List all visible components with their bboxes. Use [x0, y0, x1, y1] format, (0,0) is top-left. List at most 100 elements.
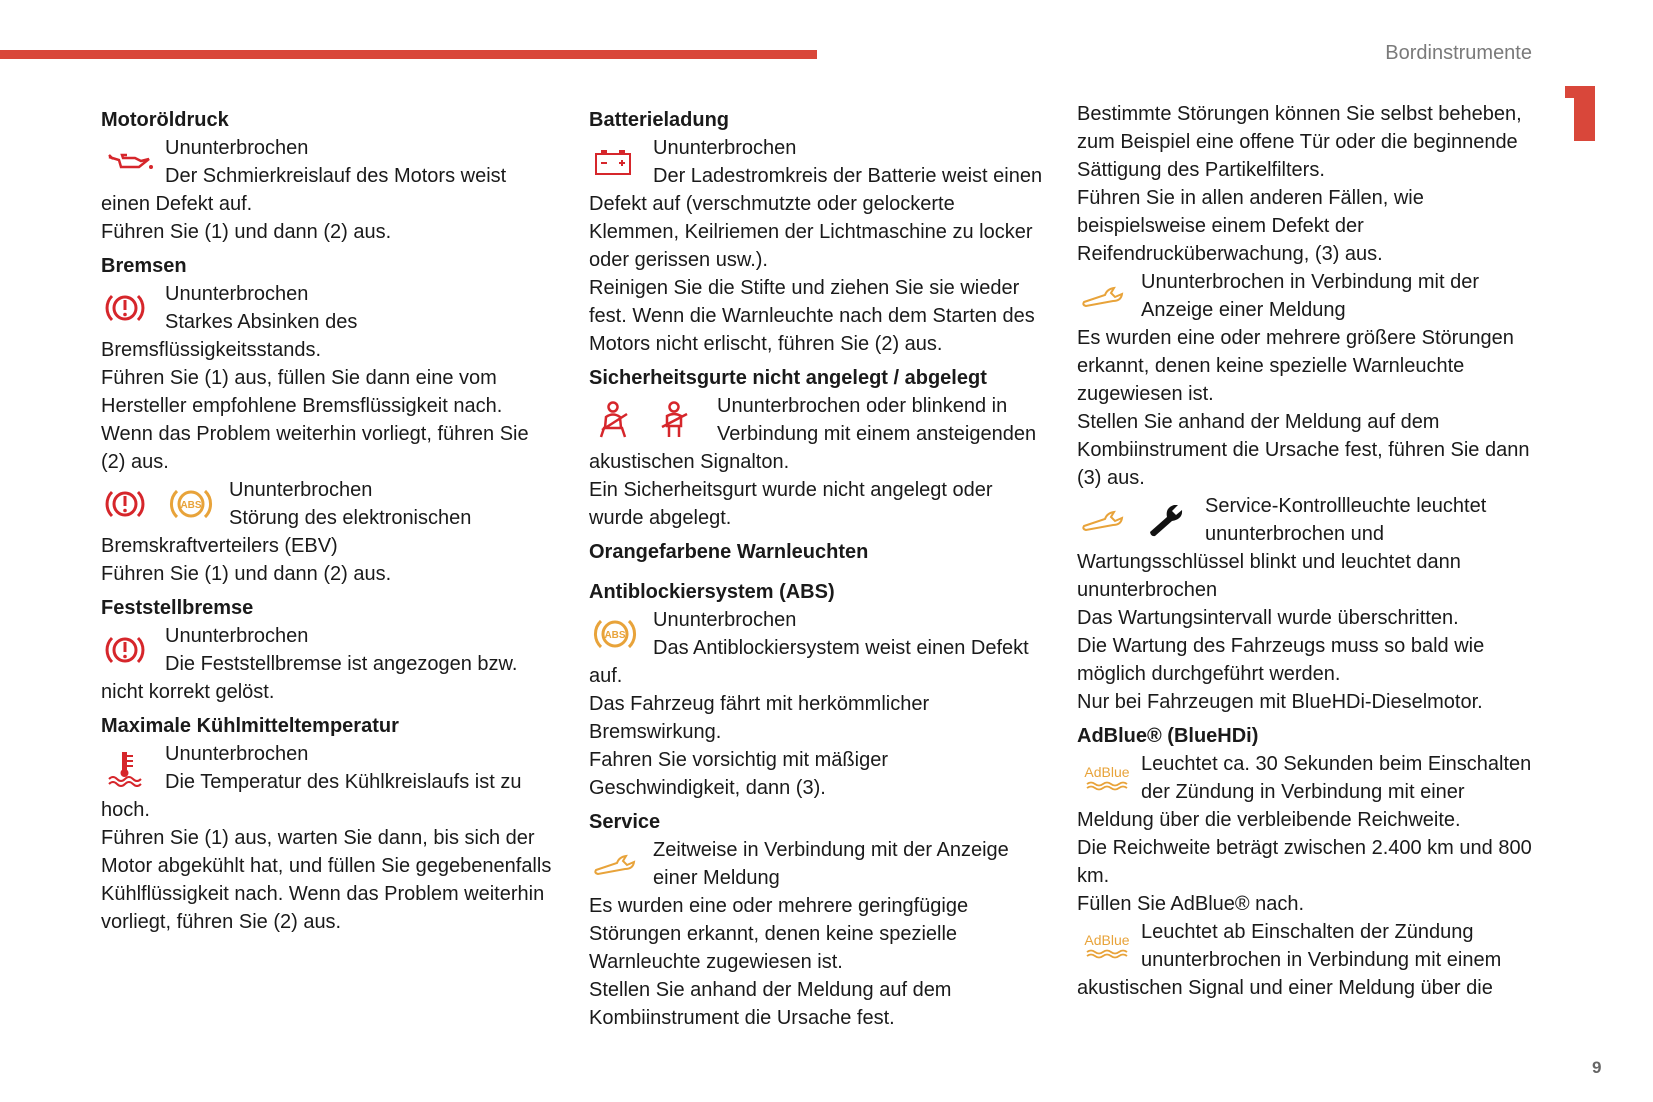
paragraph: Führen Sie in allen anderen Fällen, wie …: [1077, 187, 1424, 265]
entry-text: Das Antiblockiersystem weist einen Defek…: [589, 637, 1029, 687]
entry-text: Fahren Sie vorsichtig mit mäßiger Geschw…: [589, 749, 888, 799]
entry-text: Die Wartung des Fahrzeugs muss so bald w…: [1077, 635, 1485, 685]
entry-text: Ununterbrochen: [165, 283, 309, 305]
column-3: Bestimmte Störungen können Sie selbst be…: [1077, 100, 1532, 1002]
warning-light-icons: [1077, 268, 1141, 324]
entry-text: Führen Sie (1) aus, warten Sie dann, bis…: [101, 827, 552, 933]
entry-text: Reinigen Sie die Stifte und ziehen Sie s…: [589, 277, 1035, 355]
entry-text: Ununterbrochen: [165, 625, 309, 647]
warning-light-icons: [101, 622, 165, 678]
entry-text: Zeitweise in Verbindung mit der Anzeige …: [653, 839, 1009, 889]
entry-text: Ununterbrochen: [653, 609, 797, 631]
entry-text: Das Fahrzeug fährt mit herkömmlicher Bre…: [589, 693, 930, 743]
svg-text:ABS: ABS: [180, 500, 201, 511]
warning-light-icons: [589, 134, 653, 190]
warning-heading: AdBlue® (BlueHDi): [1077, 725, 1259, 747]
warning-light-entry: AdBlue Leuchtet ab Einschalten der Zündun…: [1077, 918, 1532, 1002]
warning-light-icons: [101, 280, 165, 336]
entry-text: Stellen Sie anhand der Meldung auf dem K…: [1077, 411, 1530, 489]
coolant-temperature-icon: [101, 748, 165, 788]
warning-light-entry: ABS Ununterbrochen Störung des elektronisc…: [101, 476, 556, 588]
maintenance-wrench-icon: [1141, 500, 1205, 540]
warning-light-entry: Ununterbrochen Die Feststellbremse ist an…: [101, 622, 556, 706]
chapter-color-bar: [0, 50, 817, 59]
column-2: Batterieladung Ununterbrochen Der Ladestro…: [589, 100, 1044, 1032]
warning-light-icons: AdBlue: [1077, 750, 1141, 806]
warning-light-entry: Ununterbrochen in Verbindung mit der Anz…: [1077, 268, 1532, 492]
warning-heading: Sicherheitsgurte nicht angelegt / abgele…: [589, 367, 987, 389]
section-title: Bordinstrumente: [1385, 42, 1532, 64]
entry-text: Die Temperatur des Kühlkreislaufs ist zu…: [101, 771, 522, 821]
adblue-icon: AdBlue: [1077, 758, 1141, 798]
warning-heading: Service: [589, 811, 661, 833]
abs-icon: ABS: [165, 484, 229, 524]
warning-light-entry: Ununterbrochen Die Temperatur des Kühlkre…: [101, 740, 556, 936]
brake-warning-icon: [101, 630, 165, 670]
svg-text:AdBlue: AdBlue: [1084, 932, 1129, 948]
entry-text: Leuchtet ab Einschalten der Zündung unun…: [1077, 921, 1502, 999]
paragraph: Bestimmte Störungen können Sie selbst be…: [1077, 103, 1522, 181]
battery-icon: [589, 142, 653, 182]
chapter-number-marker: [1565, 86, 1595, 141]
entry-text: Führen Sie (1) und dann (2) aus.: [101, 563, 392, 585]
section-heading: Orangefarbene Warnleuchten: [589, 541, 869, 563]
entry-text: Ein Sicherheitsgurt wurde nicht angelegt…: [589, 479, 993, 529]
entry-text: Das Wartungsintervall wurde überschritte…: [1077, 607, 1459, 629]
warning-light-entry: Ununterbrochen oder blinkend in Verbindu…: [589, 392, 1044, 532]
entry-text: Der Ladestromkreis der Batterie weist ei…: [589, 165, 1043, 271]
warning-light-icons: [101, 740, 165, 796]
entry-text: Nur bei Fahrzeugen mit BlueHDi-Dieselmot…: [1077, 691, 1483, 713]
entry-text: Wenn das Problem weiterhin vorliegt, füh…: [101, 423, 529, 473]
warning-light-entry: Ununterbrochen Der Ladestromkreis der Bat…: [589, 134, 1044, 358]
warning-light-entry: Ununterbrochen Starkes Absinken des Brems…: [101, 280, 556, 476]
brake-warning-icon: [101, 484, 165, 524]
warning-heading: Bremsen: [101, 255, 187, 277]
warning-heading: Batterieladung: [589, 109, 730, 131]
entry-text: Ununterbrochen oder blinkend in Verbindu…: [589, 395, 1037, 473]
entry-text: Ununterbrochen: [165, 743, 309, 765]
oil-pressure-icon: [101, 142, 165, 182]
column-1: Motoröldruck Ununterbrochen Der Schmierkre…: [101, 100, 556, 936]
service-wrench-outline-icon: [589, 844, 653, 884]
entry-text: Störung des elektronischen Bremskraftver…: [101, 507, 472, 557]
entry-text: Ununterbrochen: [653, 137, 797, 159]
entry-text: Ununterbrochen: [165, 137, 309, 159]
warning-light-icons: ABS: [101, 476, 229, 532]
entry-text: Es wurden eine oder mehrere geringfügige…: [589, 895, 969, 973]
adblue-icon: AdBlue: [1077, 926, 1141, 966]
warning-heading: Motoröldruck: [101, 109, 229, 131]
warning-light-icons: [101, 134, 165, 190]
entry-text: Die Reichweite beträgt zwischen 2.400 km…: [1077, 837, 1532, 887]
warning-light-entry: ABS Ununterbrochen Das Antiblockiersystem …: [589, 606, 1044, 802]
page-number: 9: [1592, 1058, 1602, 1077]
warning-light-entry: Service-Kontrollleuchte leuchtet ununter…: [1077, 492, 1532, 716]
entry-text: Leuchtet ca. 30 Sekunden beim Einschalte…: [1077, 753, 1532, 831]
entry-text: Service-Kontrollleuchte leuchtet ununter…: [1077, 495, 1487, 601]
entry-text: Ununterbrochen in Verbindung mit der Anz…: [1141, 271, 1479, 321]
svg-text:AdBlue: AdBlue: [1084, 764, 1129, 780]
service-wrench-outline-icon: [1077, 500, 1141, 540]
warning-light-icons: [589, 392, 717, 448]
entry-text: Ununterbrochen: [229, 479, 373, 501]
service-wrench-outline-icon: [1077, 276, 1141, 316]
warning-heading: Antiblockiersystem (ABS): [589, 581, 835, 603]
warning-light-entry: Zeitweise in Verbindung mit der Anzeige …: [589, 836, 1044, 1032]
warning-light-icons: ABS: [589, 606, 653, 662]
warning-light-icons: [589, 836, 653, 892]
entry-text: Starkes Absinken des Bremsflüssigkeitsst…: [101, 311, 358, 361]
warning-light-entry: Ununterbrochen Der Schmierkreislauf des M…: [101, 134, 556, 246]
brake-warning-icon: [101, 288, 165, 328]
abs-icon: ABS: [589, 614, 653, 654]
seatbelt-front-icon: [589, 400, 653, 440]
warning-heading: Maximale Kühlmitteltemperatur: [101, 715, 399, 737]
warning-light-entry: AdBlue Leuchtet ca. 30 Sekunden beim Eins…: [1077, 750, 1532, 918]
entry-text: Führen Sie (1) aus, füllen Sie dann eine…: [101, 367, 503, 417]
warning-heading: Feststellbremse: [101, 597, 254, 619]
seatbelt-rear-icon: [653, 400, 717, 440]
svg-text:ABS: ABS: [604, 630, 625, 641]
entry-text: Es wurden eine oder mehrere größere Stör…: [1077, 327, 1514, 405]
entry-text: Der Schmierkreislauf des Motors weist ei…: [101, 165, 507, 215]
warning-light-icons: AdBlue: [1077, 918, 1141, 974]
entry-text: Die Feststellbremse ist angezogen bzw. n…: [101, 653, 518, 703]
entry-text: Führen Sie (1) und dann (2) aus.: [101, 221, 392, 243]
